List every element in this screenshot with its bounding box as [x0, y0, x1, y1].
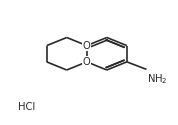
Text: O: O	[83, 41, 91, 51]
Text: HCl: HCl	[18, 102, 35, 113]
Text: O: O	[83, 57, 91, 67]
Text: NH$_2$: NH$_2$	[147, 72, 168, 86]
